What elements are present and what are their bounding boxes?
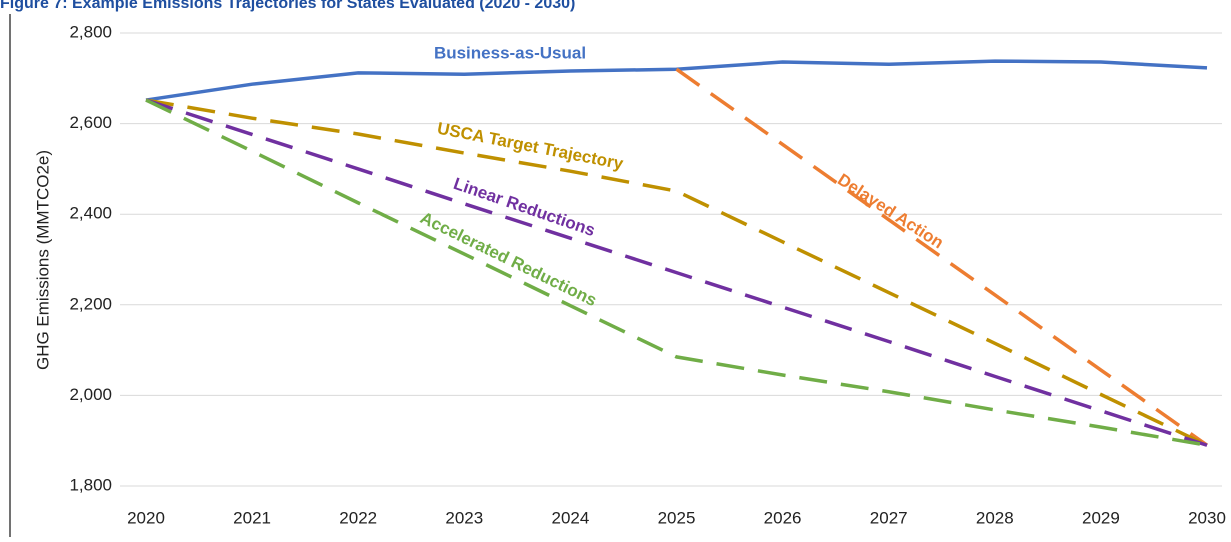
x-tick-label: 2021 [233, 508, 271, 527]
y-tick-label: 1,800 [69, 475, 112, 494]
x-tick-label: 2030 [1188, 508, 1226, 527]
series-label: Business-as-Usual [434, 43, 586, 62]
series-line [145, 98, 1208, 447]
x-tick-label: 2026 [764, 508, 802, 527]
chart-title: Figure 7: Example Emissions Trajectories… [0, 0, 575, 12]
y-tick-label: 2,800 [69, 22, 112, 41]
x-tick-label: 2023 [445, 508, 483, 527]
y-tick-label: 2,000 [69, 385, 112, 404]
y-tick-label: 2,400 [69, 204, 112, 223]
x-tick-label: 2025 [658, 508, 696, 527]
series-line [145, 98, 1208, 447]
series-label: Delayed Action [834, 170, 947, 252]
y-tick-label: 2,200 [69, 294, 112, 313]
series-line [675, 67, 1209, 447]
series-line [145, 98, 1208, 447]
x-tick-label: 2027 [870, 508, 908, 527]
x-tick-label: 2020 [127, 508, 165, 527]
series-line [145, 59, 1208, 102]
x-tick-label: 2029 [1082, 508, 1120, 527]
x-tick-label: 2022 [339, 508, 377, 527]
x-tick-label: 2024 [551, 508, 589, 527]
y-tick-label: 2,600 [69, 113, 112, 132]
x-tick-label: 2028 [976, 508, 1014, 527]
y-axis-label: GHG Emissions (MMTCO2e) [33, 150, 52, 370]
